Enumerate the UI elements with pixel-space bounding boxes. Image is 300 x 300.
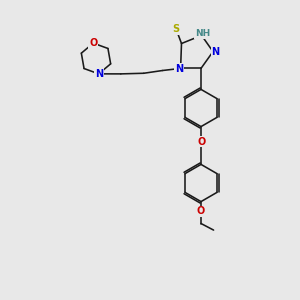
Text: N: N (211, 46, 220, 57)
Text: O: O (197, 206, 205, 217)
Text: S: S (172, 24, 180, 34)
Text: NH: NH (195, 29, 210, 38)
Text: N: N (175, 64, 183, 74)
Text: O: O (197, 136, 206, 147)
Text: O: O (89, 38, 98, 48)
Text: N: N (94, 69, 103, 79)
